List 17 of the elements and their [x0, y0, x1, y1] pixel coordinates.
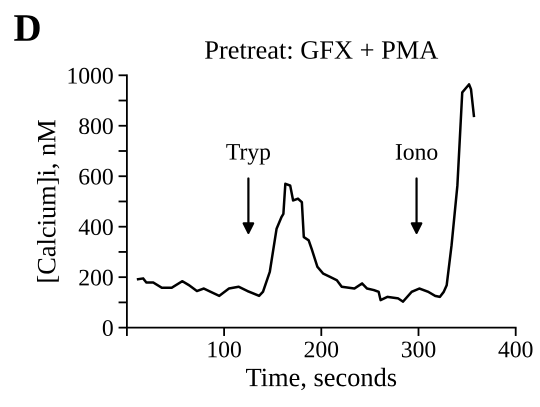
- y-tick-label: 200: [79, 270, 113, 286]
- annotation: Tryp: [226, 144, 270, 165]
- line-series: [136, 83, 476, 303]
- y-tick-label: 800: [79, 118, 113, 134]
- x-tick-label: 100: [208, 342, 241, 358]
- y-tick-label: 400: [78, 219, 113, 236]
- x-axis-title: Time, seconds: [246, 368, 396, 390]
- x-tick-label: 400: [498, 342, 533, 358]
- chart-title: Pretreat: GFX + PMA: [205, 41, 438, 60]
- y-tick-label: 1000: [68, 68, 113, 84]
- annotation: Iono: [396, 144, 438, 160]
- y-tick-label: 600: [79, 168, 113, 185]
- x-tick-label: 300: [402, 342, 436, 358]
- x-tick-label: 200: [304, 342, 338, 358]
- y-axis-title: [Calcium]i, nM: [36, 120, 60, 282]
- y-tick-label: 0: [102, 320, 113, 336]
- text: D: [14, 15, 40, 41]
